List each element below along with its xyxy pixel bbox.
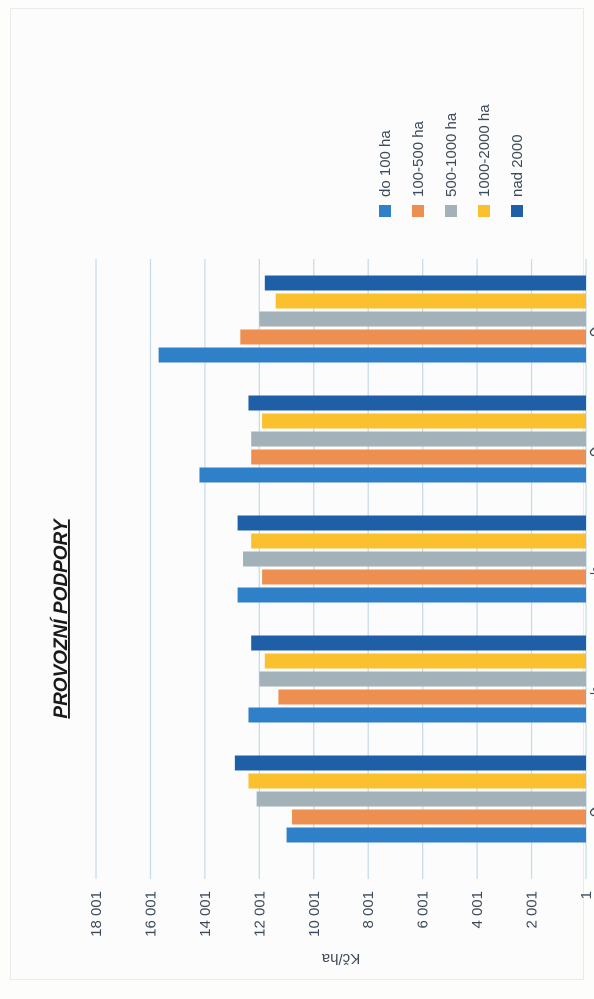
bar-1000-2000-ha-3 [262,413,587,429]
bar-100-500-ha-4 [240,329,586,345]
bar-nad-2000-1 [251,635,587,651]
legend-swatch [511,205,523,217]
legend-label: 500-1000 ha [443,112,460,197]
bar-1000-2000-ha-4 [275,293,586,309]
bar-1000-2000-ha-2 [251,533,587,549]
legend-label: do 100 ha [377,130,394,197]
legend-label: 100-500 ha [410,120,427,197]
legend-swatch [379,205,391,217]
bar-nad-2000-2 [237,515,587,531]
bar-500-1000-ha-1 [259,671,586,687]
bar-100-500-ha-0 [292,809,586,825]
bar-nad-2000-3 [248,395,586,411]
y-tick-label: 8 001 [360,891,377,929]
y-tick-label: 16 001 [142,891,159,937]
y-tick-label: 4 001 [469,891,486,929]
legend-item: nad 2000 [509,134,526,217]
legend-item: do 100 ha [377,130,394,217]
bar-do-100-ha-3 [199,467,586,483]
bar-nad-2000-4 [264,275,586,291]
y-tick-label: 10 001 [306,891,323,937]
bar-nad-2000-0 [234,755,586,771]
legend-item: 1000-2000 ha [476,104,493,217]
bar-500-1000-ha-3 [251,431,587,447]
bar-do-100-ha-2 [237,587,587,603]
chart-title: PROVOZNÍ PODPORY [50,517,72,719]
y-tick-label: 6 001 [415,891,432,929]
bar-1000-2000-ha-0 [248,773,586,789]
bar-100-500-ha-3 [251,449,587,465]
y-tick-label: 12 001 [251,891,268,937]
legend: do 100 ha 100-500 ha 500-1000 ha 1000-2000 … [377,104,526,217]
legend-swatch [445,205,457,217]
bar-500-1000-ha-4 [259,311,586,327]
y-tick-label: 18 001 [88,891,105,937]
y-tick-label: 1 [578,891,594,899]
legend-item: 500-1000 ha [443,112,460,217]
bar-do-100-ha-1 [248,707,586,723]
legend-label: nad 2000 [509,134,526,197]
bar-100-500-ha-1 [278,689,586,705]
bar-500-1000-ha-2 [243,551,586,567]
legend-item: 100-500 ha [410,120,427,217]
bar-1000-2000-ha-1 [264,653,586,669]
legend-label: 1000-2000 ha [476,104,493,197]
bar-100-500-ha-2 [262,569,587,585]
bar-do-100-ha-0 [286,827,586,843]
legend-swatch [412,205,424,217]
legend-swatch [478,205,490,217]
bar-500-1000-ha-0 [256,791,586,807]
y-tick-label: 14 001 [197,891,214,937]
y-axis-label: Kč/ha [321,950,360,967]
y-tick-label: 2 001 [524,891,541,929]
bar-do-100-ha-4 [158,347,586,363]
bars [158,275,587,843]
